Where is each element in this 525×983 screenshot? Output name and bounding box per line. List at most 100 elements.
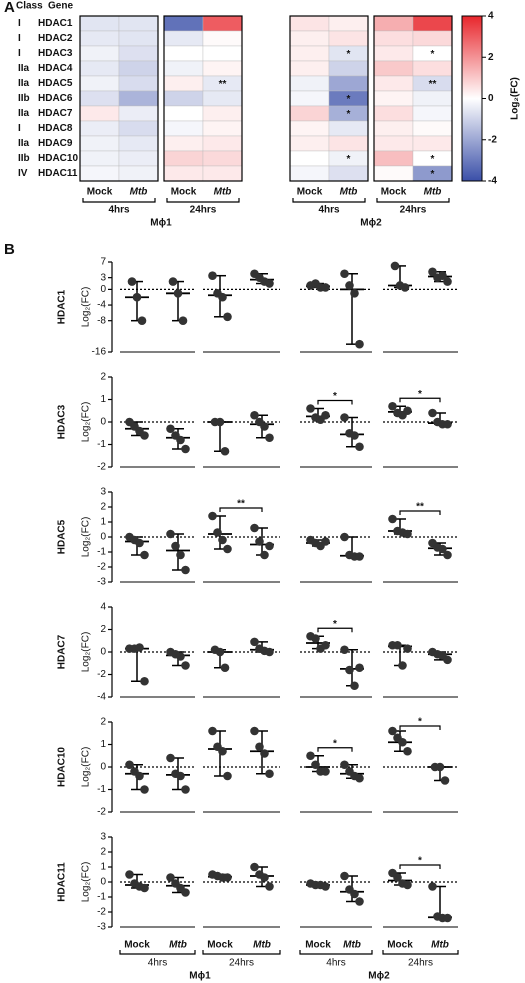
- significance-bracket: [317, 399, 353, 405]
- y-tick-label: 7: [100, 257, 106, 268]
- heatmap-cell: [373, 90, 414, 107]
- time-label: 4hrs: [326, 958, 345, 969]
- plot-title: HDAC10: [57, 747, 68, 787]
- row-class: IIa: [18, 108, 30, 119]
- data-point: [355, 663, 364, 673]
- heatmap-cell: [373, 120, 414, 137]
- data-point: [321, 283, 330, 292]
- data-point: [181, 785, 190, 794]
- data-point: [350, 889, 359, 899]
- data-point: [306, 404, 315, 413]
- heatmap-cell: [202, 15, 243, 32]
- heatmap-cell: [79, 30, 120, 47]
- heatmap-cell: [118, 90, 159, 107]
- heatmap-cell: [163, 165, 204, 182]
- data-point: [355, 442, 364, 452]
- data-point: [135, 643, 144, 652]
- data-point: [443, 419, 452, 429]
- significance-label: *: [333, 619, 337, 630]
- y-tick-label: -1: [97, 439, 106, 450]
- significance-label: **: [416, 502, 424, 513]
- data-point: [398, 661, 407, 670]
- data-point: [250, 523, 259, 533]
- data-point: [260, 550, 269, 560]
- significance-label: *: [418, 856, 422, 867]
- row-label: HDAC5: [38, 78, 73, 89]
- row-label: HDAC4: [38, 63, 73, 74]
- column-label: Mock: [171, 187, 197, 198]
- time-label: 24hrs: [408, 958, 433, 969]
- y-tick-label: 2: [100, 502, 106, 513]
- data-point: [265, 647, 274, 657]
- bracket: [119, 950, 196, 955]
- y-tick-label: 0: [100, 762, 106, 773]
- time-label: 4hrs: [148, 958, 167, 969]
- y-tick-label: 2: [100, 624, 106, 635]
- heatmap-cell: [289, 75, 330, 92]
- significance-label: *: [431, 154, 435, 165]
- column-label: Mock: [297, 187, 323, 198]
- data-point: [125, 870, 134, 879]
- data-point: [135, 771, 144, 781]
- x-tick-label: Mock: [305, 940, 331, 951]
- data-point: [265, 541, 274, 551]
- row-class: IIb: [18, 153, 30, 164]
- heatmap-cell: [289, 150, 330, 167]
- data-point: [350, 681, 359, 691]
- data-point: [340, 645, 349, 655]
- data-point: [125, 760, 134, 770]
- data-point: [140, 785, 149, 794]
- data-point: [220, 663, 230, 673]
- significance-label: *: [431, 169, 435, 180]
- row-label: HDAC9: [38, 138, 73, 149]
- data-point: [340, 871, 349, 881]
- data-point: [176, 550, 185, 560]
- row-class: IIb: [18, 93, 30, 104]
- group-label: Mϕ2: [360, 218, 382, 229]
- data-point: [176, 652, 185, 661]
- y-tick-label: -8: [97, 315, 106, 326]
- significance-label: *: [347, 109, 351, 120]
- heatmap-cell: [79, 60, 120, 77]
- data-point: [321, 537, 330, 546]
- x-tick-label: Mock: [207, 940, 233, 951]
- data-point: [443, 277, 452, 286]
- y-tick-label: -2: [97, 562, 106, 573]
- significance-bracket: [399, 725, 441, 730]
- time-label: 4hrs: [108, 205, 130, 216]
- heatmap-cell: [79, 150, 120, 167]
- x-tick-label: Mtb: [169, 940, 187, 951]
- x-tick-label: Mtb: [253, 940, 271, 951]
- row-class: IV: [18, 168, 28, 179]
- data-point: [390, 261, 400, 271]
- data-point: [176, 771, 185, 781]
- bracket: [202, 950, 281, 955]
- data-point: [260, 873, 269, 882]
- heatmap-cell: [163, 105, 204, 122]
- heatmap-cell: [79, 105, 120, 122]
- block-border: [163, 15, 243, 182]
- heatmap-cell: [163, 90, 204, 107]
- heatmap-cell: [373, 150, 414, 167]
- heatmap-cell: [373, 15, 414, 32]
- heatmap-cell: [202, 120, 243, 137]
- data-point: [223, 544, 232, 554]
- row-label: HDAC11: [38, 168, 78, 179]
- data-point: [388, 726, 397, 736]
- y-tick-label: -2: [97, 907, 106, 918]
- row-class: IIa: [18, 138, 30, 149]
- colorbar-tick-label: -4: [488, 176, 497, 187]
- group-label: Mϕ1: [150, 218, 172, 229]
- heatmap-cell: [328, 60, 369, 77]
- data-point: [181, 565, 190, 575]
- heatmap-cell: [328, 75, 369, 92]
- data-point: [215, 417, 225, 427]
- group-label: Mϕ2: [368, 971, 390, 982]
- y-tick-label: 1: [100, 517, 106, 528]
- data-point: [255, 537, 264, 546]
- row-class: I: [18, 33, 21, 44]
- heatmap-cell: [328, 30, 369, 47]
- x-tick-label: Mtb: [343, 940, 361, 951]
- data-point: [213, 528, 222, 537]
